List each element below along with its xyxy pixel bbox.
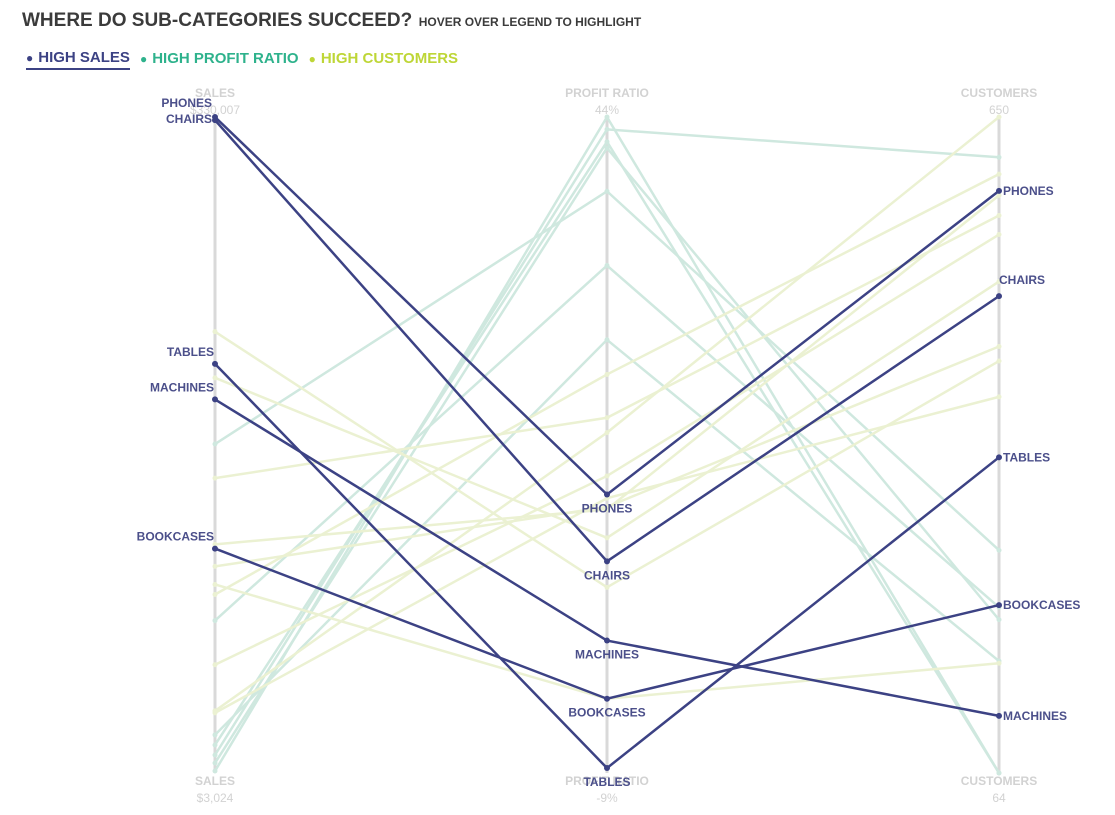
series-point-chairs-sales[interactable]: [212, 117, 218, 124]
series-point-customers-14-sales: [212, 541, 218, 547]
series-point-customers-10-customers: [996, 343, 1002, 349]
series-point-customers-16-sales: [212, 710, 218, 716]
series-point-profit-3-sales: [212, 441, 218, 447]
point-label-tables-profit: TABLES: [583, 775, 630, 789]
series-point-customers-7-profit: [604, 584, 610, 590]
chart-title: WHERE DO SUB-CATEGORIES SUCCEED? HOVER O…: [22, 10, 641, 32]
series-point-chairs-profit[interactable]: [604, 558, 610, 565]
series-point-customers-9-sales: [212, 475, 218, 481]
series-point-customers-8-customers: [996, 279, 1002, 285]
series-point-customers-8-sales: [212, 375, 218, 381]
series-point-tables-customers[interactable]: [996, 454, 1002, 461]
legend-label: HIGH SALES: [38, 49, 130, 66]
series-point-tables-profit[interactable]: [604, 765, 610, 772]
series-point-customers-12-customers: [996, 114, 1002, 120]
series-point-customers-9-customers: [996, 213, 1002, 219]
series-point-profit-3-customers: [996, 547, 1002, 553]
title-subtitle: HOVER OVER LEGEND TO HIGHLIGHT: [418, 15, 642, 29]
point-label-machines-profit: MACHINES: [575, 648, 639, 662]
legend-item-high-sales[interactable]: ● HIGH SALES: [26, 49, 130, 70]
series-point-customers-13-customers: [996, 232, 1002, 238]
axis-title-bottom-profit: PROFIT RATIO: [565, 774, 649, 788]
series-point-machines-customers[interactable]: [996, 712, 1002, 719]
series-point-profit-0-profit: [604, 126, 610, 132]
series-point-customers-11-customers: [996, 171, 1002, 177]
series-point-customers-11-sales: [212, 591, 218, 597]
legend-dot-icon: ●: [139, 51, 148, 66]
series-point-customers-16-customers: [996, 394, 1002, 400]
series-point-profit-4-profit: [604, 263, 610, 269]
legend: ● HIGH SALES ● HIGH PROFIT RATIO ● HIGH …: [26, 49, 458, 70]
series-point-customers-7-customers: [996, 358, 1002, 364]
axis-title-top-sales: SALES: [195, 86, 235, 100]
series-point-customers-9-profit: [604, 415, 610, 421]
series-point-profit-6-customers: [996, 770, 1002, 776]
series-point-customers-14-customers: [996, 192, 1002, 198]
legend-dot-icon: ●: [26, 50, 34, 65]
series-point-profit-2-profit: [604, 139, 610, 145]
series-point-machines-sales[interactable]: [212, 396, 218, 403]
axis-title-bottom-customers: CUSTOMERS: [961, 774, 1037, 788]
point-label-chairs-customers: CHAIRS: [999, 273, 1045, 287]
series-point-bookcases-sales[interactable]: [212, 545, 218, 552]
series-point-customers-13-sales: [212, 662, 218, 668]
series-point-profit-1-sales: [212, 760, 218, 766]
point-label-chairs-profit: CHAIRS: [584, 568, 630, 582]
series-point-customers-15-sales: [212, 581, 218, 587]
axis-min-label-sales: $3,024: [197, 791, 234, 805]
axis-max-label-sales: $330,007: [190, 103, 240, 117]
legend-dot-icon: ●: [308, 51, 316, 66]
point-label-chairs-sales: CHAIRS: [166, 112, 212, 126]
series-point-customers-13-profit: [604, 473, 610, 479]
series-point-customers-12-profit: [604, 430, 610, 436]
series-point-profit-1-profit: [604, 145, 610, 151]
axis-max-label-customers: 650: [989, 103, 1009, 117]
point-label-tables-customers: TABLES: [1003, 450, 1050, 464]
legend-item-high-customers[interactable]: ● HIGH CUSTOMERS: [309, 49, 458, 70]
axis-max-label-profit: 44%: [595, 103, 619, 117]
point-label-machines-sales: MACHINES: [150, 380, 214, 394]
legend-item-high-profit-ratio[interactable]: ● HIGH PROFIT RATIO: [140, 49, 299, 70]
series-point-machines-profit[interactable]: [604, 637, 610, 644]
series-point-profit-6-sales: [212, 768, 218, 774]
legend-label: HIGH PROFIT RATIO: [152, 50, 299, 67]
series-point-bookcases-customers[interactable]: [996, 602, 1002, 609]
series-point-profit-0-customers: [996, 154, 1002, 160]
point-label-tables-sales: TABLES: [167, 345, 214, 359]
series-point-profit-6-profit: [604, 114, 610, 120]
axis-title-top-customers: CUSTOMERS: [961, 86, 1037, 100]
series-point-bookcases-profit[interactable]: [604, 695, 610, 702]
series-point-customers-14-profit: [604, 506, 610, 512]
title-main: WHERE DO SUB-CATEGORIES SUCCEED?: [22, 10, 413, 31]
point-label-phones-profit: PHONES: [582, 502, 633, 516]
series-point-phones-profit[interactable]: [604, 491, 610, 498]
series-point-customers-8-profit: [604, 535, 610, 541]
series-point-chairs-customers[interactable]: [996, 293, 1002, 300]
point-label-machines-customers: MACHINES: [1003, 709, 1067, 723]
series-point-phones-customers[interactable]: [996, 187, 1002, 194]
series-point-customers-10-sales: [212, 563, 218, 569]
point-label-phones-sales: PHONES: [161, 96, 212, 110]
series-point-customers-11-profit: [604, 371, 610, 377]
series-point-profit-5-profit: [604, 337, 610, 343]
axis-title-top-profit: PROFIT RATIO: [565, 86, 649, 100]
axis-min-label-customers: 64: [992, 791, 1006, 805]
legend-label: HIGH CUSTOMERS: [320, 50, 459, 67]
series-point-profit-5-sales: [212, 732, 218, 738]
point-label-bookcases-customers: BOOKCASES: [1003, 598, 1080, 612]
series-point-profit-4-sales: [212, 618, 218, 624]
point-label-phones-customers: PHONES: [1003, 184, 1054, 198]
series-point-customers-7-sales: [212, 329, 218, 335]
point-label-bookcases-sales: BOOKCASES: [137, 530, 214, 544]
series-point-tables-sales[interactable]: [212, 360, 218, 367]
point-label-bookcases-profit: BOOKCASES: [568, 706, 645, 720]
series-point-profit-0-sales: [212, 752, 218, 758]
series-point-profit-1-customers: [996, 617, 1002, 623]
axis-min-label-profit: -9%: [596, 791, 618, 805]
axis-title-bottom-sales: SALES: [195, 774, 235, 788]
series-point-customers-15-customers: [996, 660, 1002, 666]
series-point-profit-3-profit: [604, 188, 610, 194]
series-point-profit-2-sales: [212, 742, 218, 748]
